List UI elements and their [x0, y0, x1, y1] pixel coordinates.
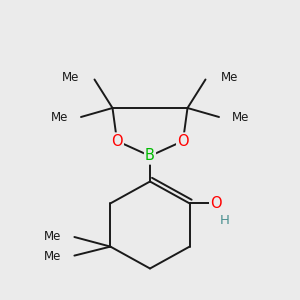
- Text: O: O: [177, 134, 189, 148]
- Text: Me: Me: [44, 230, 61, 243]
- Text: Me: Me: [232, 111, 249, 124]
- Text: O: O: [210, 196, 222, 211]
- Text: B: B: [145, 148, 155, 164]
- Text: O: O: [111, 134, 123, 148]
- Text: H: H: [220, 214, 230, 227]
- Text: Me: Me: [44, 250, 61, 263]
- Text: Me: Me: [62, 71, 80, 84]
- Text: Me: Me: [51, 111, 68, 124]
- Text: Me: Me: [220, 71, 238, 84]
